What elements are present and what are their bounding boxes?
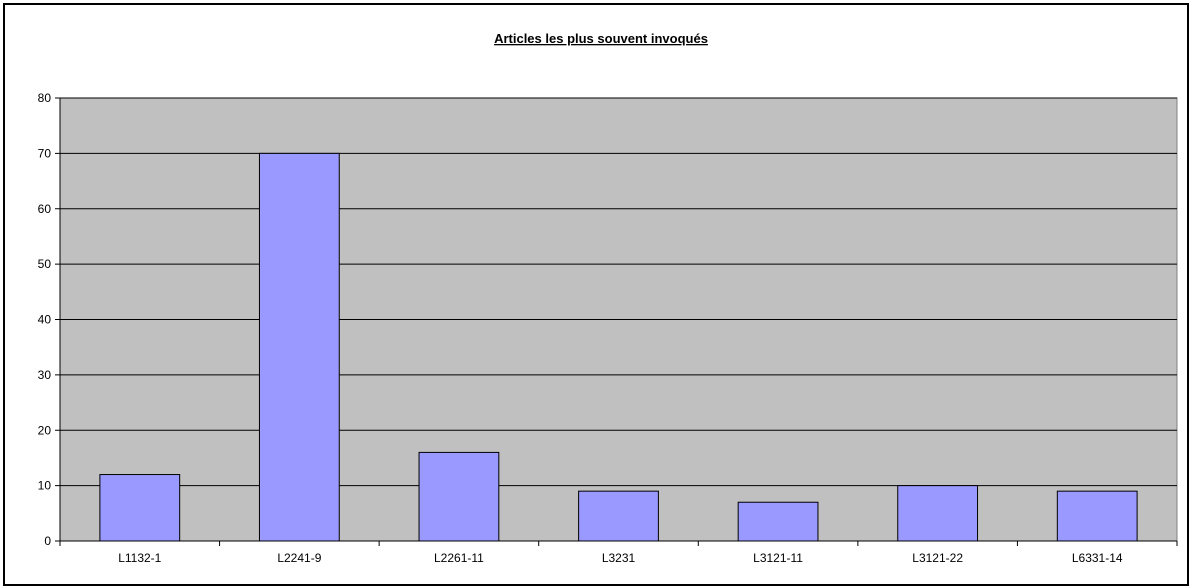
- axes: [55, 97, 1178, 546]
- x-tick-label: L2261-11: [434, 551, 484, 565]
- y-tick-label: 0: [44, 534, 51, 548]
- gridlines: [60, 97, 1177, 487]
- y-tick-labels: 0 10 20 30 40 50 60 70 80: [38, 91, 52, 548]
- x-tick-label: L1132-1: [118, 551, 161, 565]
- y-tick-label: 40: [38, 313, 52, 327]
- x-tick-label: L3121-22: [912, 551, 963, 565]
- y-tick-label: 30: [38, 368, 52, 382]
- bars: [99, 152, 1138, 542]
- y-tick-label: 80: [38, 91, 52, 105]
- x-tick-label: L6331-14: [1072, 551, 1123, 565]
- y-tick-label: 10: [38, 479, 52, 493]
- bar: [897, 485, 979, 542]
- bar: [99, 474, 181, 542]
- chart-title: Articles les plus souvent invoqués: [494, 31, 708, 46]
- chart-frame: Articles les plus souvent invoqués 0 10 20…: [3, 3, 1189, 586]
- bar-chart: Articles les plus souvent invoqués 0 10 20…: [38, 31, 1178, 565]
- y-tick-label: 60: [38, 202, 52, 216]
- y-tick-label: 70: [38, 146, 52, 160]
- x-tick-labels: L1132-1 L2241-9 L2261-11 L3231 L3121-11 L3121…: [118, 551, 1123, 565]
- bar: [1056, 490, 1138, 542]
- bar: [737, 501, 819, 542]
- y-tick-label: 20: [38, 423, 52, 437]
- y-tick-label: 50: [38, 257, 52, 271]
- x-tick-label: L3121-11: [753, 551, 803, 565]
- x-tick-label: L3231: [602, 551, 636, 565]
- bar: [418, 451, 500, 542]
- bar: [578, 490, 659, 542]
- bar: [258, 152, 340, 542]
- x-tick-label: L2241-9: [277, 551, 321, 565]
